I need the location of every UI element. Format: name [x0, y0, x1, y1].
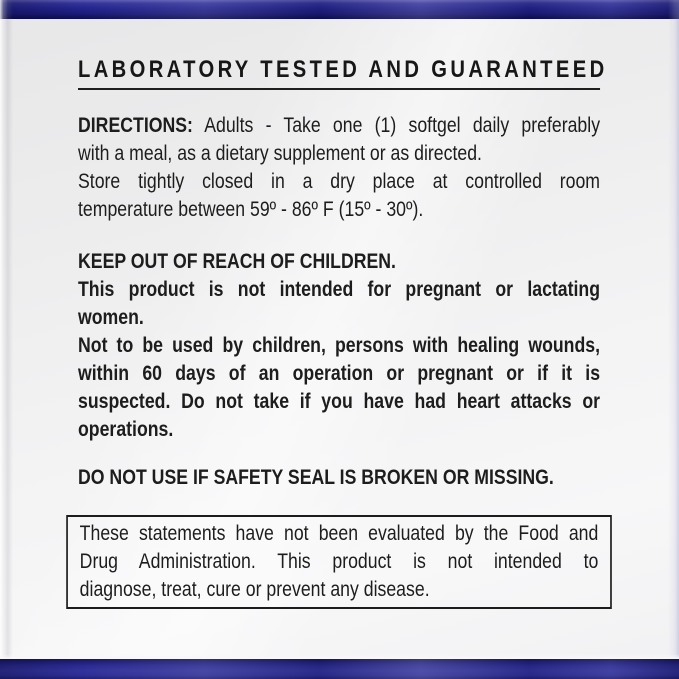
pregnancy-warning: This product is not intended for pregnan… — [78, 276, 600, 332]
label-left-edge — [0, 0, 13, 679]
text-line: Store tightly closed in a dry place at c… — [78, 170, 601, 193]
text-line: diagnose, treat, cure or prevent any dis… — [79, 578, 430, 601]
bottom-navy-bar — [0, 659, 679, 679]
top-navy-bar — [0, 0, 679, 19]
directions-storage-lines: Store tightly closed in a dry place at c… — [78, 168, 600, 224]
text-line: with a meal, as a dietary supplement or … — [78, 142, 482, 165]
keep-out-warning: KEEP OUT OF REACH OF CHILDREN. — [78, 248, 600, 276]
children-warning: Not to be used by children, persons with… — [78, 332, 600, 444]
text-line: temperature between 59º - 86º F (15º - 3… — [78, 198, 424, 221]
text-line: within 60 days of an operation or pregna… — [78, 362, 601, 385]
directions-first-line-text: Adults - Take one (1) softgel daily pref… — [204, 114, 601, 137]
safety-seal-warning: DO NOT USE IF SAFETY SEAL IS BROKEN OR M… — [78, 466, 554, 489]
header-underline — [78, 88, 601, 90]
text-line: Drug Administration. This product is not… — [79, 550, 599, 573]
text-line: women. — [78, 306, 144, 329]
fda-disclaimer-box: These statements have not been evaluated… — [66, 515, 612, 609]
text-line: KEEP OUT OF REACH OF CHILDREN. — [78, 250, 396, 273]
bottom-bar-highlight — [0, 654, 679, 659]
directions-label: DIRECTIONS: — [78, 114, 193, 137]
directions-first-line: DIRECTIONS: Adults - Take one (1) softge… — [78, 112, 600, 140]
header-section: LABORATORY TESTED AND GUARANTEED — [78, 56, 608, 90]
directions-intro-lines: with a meal, as a dietary supplement or … — [78, 140, 600, 168]
text-line: suspected. Do not take if you have had h… — [78, 390, 601, 413]
text-line: This product is not intended for pregnan… — [78, 278, 601, 301]
label-right-edge — [668, 0, 679, 679]
text-line: These statements have not been evaluated… — [79, 522, 599, 545]
text-line: operations. — [78, 418, 174, 441]
text-line: Not to be used by children, persons with… — [78, 334, 601, 357]
header-title: LABORATORY TESTED AND GUARANTEED — [78, 56, 608, 83]
directions-section: DIRECTIONS: Adults - Take one (1) softge… — [78, 112, 600, 224]
warnings-section: KEEP OUT OF REACH OF CHILDREN. This prod… — [78, 248, 600, 444]
